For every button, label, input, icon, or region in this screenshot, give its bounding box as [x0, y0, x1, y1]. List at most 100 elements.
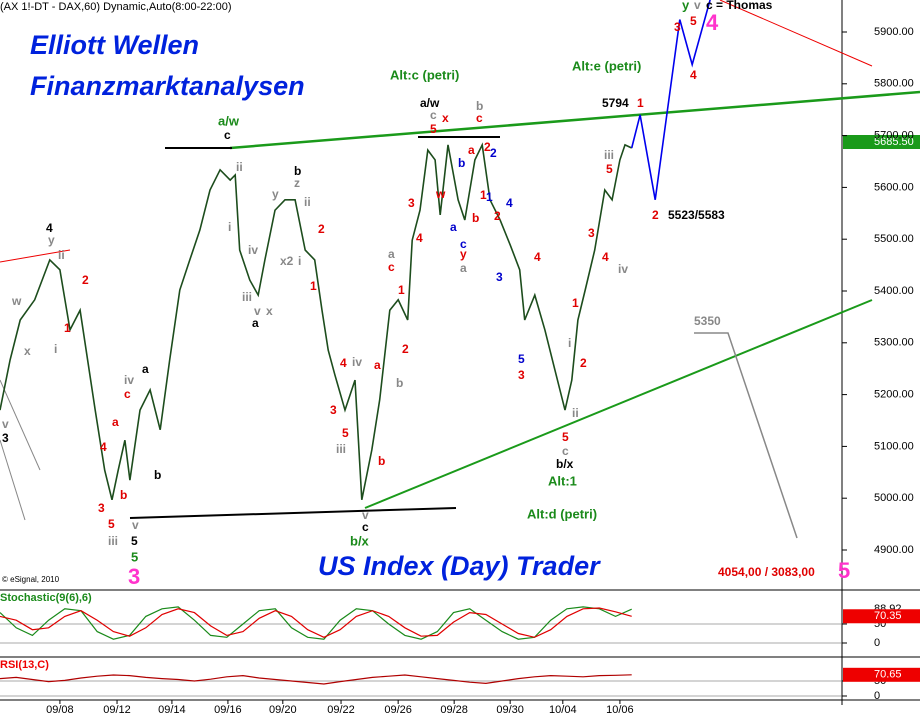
wave-label: iv	[352, 355, 362, 369]
wave-label: 5	[342, 426, 349, 440]
wave-label: iii	[242, 290, 252, 304]
wave-label: 4	[602, 250, 609, 264]
wave-label: a	[450, 220, 457, 234]
wave-label: 1	[310, 279, 317, 293]
x-tick-label: 09/12	[103, 704, 131, 716]
wave-label: 1	[480, 188, 487, 202]
copyright: © eSignal, 2010	[2, 575, 60, 584]
wave-label: Alt:1	[548, 473, 577, 488]
wave-label: 1	[486, 190, 493, 204]
panel-title: RSI(13,C)	[0, 659, 49, 671]
y-tick-label: 5300.00	[874, 337, 914, 349]
brand: US Index (Day) Trader	[318, 551, 601, 581]
wave-label: b	[294, 164, 301, 178]
wave-label: y	[460, 247, 467, 261]
wave-label: c	[388, 260, 395, 274]
wave-label: y	[682, 0, 690, 12]
wave-label: x	[442, 111, 449, 125]
x-tick-label: 09/14	[158, 704, 186, 716]
wave-label: 2	[580, 356, 587, 370]
trend-line	[229, 90, 920, 150]
wave-label: 5	[108, 517, 115, 531]
price-tag: 5685.50	[874, 136, 914, 148]
wave-label: w	[11, 294, 22, 308]
price-tag-box	[843, 135, 920, 149]
wave-label: w	[435, 187, 446, 201]
wave-label: y	[272, 187, 279, 201]
wave-label: 5	[838, 558, 850, 583]
series-line	[630, 0, 711, 200]
trend-line	[0, 439, 26, 521]
y-tick-label: 0	[874, 690, 880, 702]
wave-label: iv	[618, 262, 628, 276]
wave-label: v	[694, 0, 701, 12]
wave-label: 2	[490, 146, 497, 160]
wave-label: 2	[652, 208, 659, 222]
wave-label: 3	[588, 226, 595, 240]
y-tick-label: 5800.00	[874, 78, 914, 90]
title: Elliott Wellen	[30, 30, 199, 60]
wave-label: 4	[534, 250, 541, 264]
wave-label: c	[430, 108, 437, 122]
wave-label: 5794	[602, 96, 629, 110]
x-tick-label: 10/06	[606, 704, 634, 716]
wave-label: a	[388, 247, 395, 261]
x-tick-label: 09/26	[384, 704, 412, 716]
wave-label: b	[472, 211, 479, 225]
wave-label: x	[266, 304, 273, 318]
trend-line	[129, 507, 457, 519]
y-tick-label: 0	[874, 637, 880, 649]
wave-label: a	[112, 415, 119, 429]
x-tick-label: 10/04	[549, 704, 577, 716]
wave-label: 5	[518, 352, 525, 366]
wave-label: 2	[484, 140, 491, 154]
y-tick-label: 5200.00	[874, 389, 914, 401]
series-line	[0, 606, 632, 640]
wave-label: 3	[408, 196, 415, 210]
y-tick-label: 5700.00	[874, 130, 914, 142]
y-tick-label: 5500.00	[874, 233, 914, 245]
x-tick-label: 09/28	[440, 704, 468, 716]
wave-label: 4	[340, 356, 347, 370]
trend-lines	[0, 0, 920, 539]
wave-label: b/x	[350, 533, 370, 548]
wave-label: a/w	[218, 113, 240, 128]
wave-label: a	[252, 316, 259, 330]
trend-line	[364, 299, 873, 509]
value-tag: 70.35	[874, 610, 902, 622]
wave-label: 1	[64, 321, 71, 335]
wave-label: iv	[248, 243, 258, 257]
wave-label: c	[362, 520, 369, 534]
wave-label: iii	[604, 148, 614, 162]
wave-label: b	[476, 99, 483, 113]
wave-label: 5350	[694, 314, 721, 328]
wave-label: c	[562, 444, 569, 458]
wave-label: 3	[496, 270, 503, 284]
wave-label: ii	[304, 195, 311, 209]
trend-line	[719, 0, 873, 67]
wave-label: 5	[606, 162, 613, 176]
wave-label: b	[378, 454, 385, 468]
wave-label: a/w	[420, 96, 440, 110]
wave-label: 5	[690, 14, 697, 28]
wave-label: 5	[131, 534, 138, 548]
wave-label: 2	[318, 222, 325, 236]
x-tick-label: 09/20	[269, 704, 297, 716]
value-tag-box	[843, 667, 920, 682]
wave-label: Alt:c (petri)	[390, 67, 459, 82]
wave-label: v	[2, 417, 9, 431]
wave-label: b/x	[556, 457, 574, 471]
wave-label: 3	[128, 564, 140, 589]
subtitle: Finanzmarktanalysen	[30, 71, 305, 101]
panel-title: Stochastic(9(6),6)	[0, 592, 92, 604]
wave-label: a	[374, 358, 381, 372]
wave-label: c	[124, 387, 131, 401]
wave-label: 2	[494, 209, 501, 223]
wave-label: iii	[108, 534, 118, 548]
wave-label: 2	[402, 342, 409, 356]
wave-label: 3	[518, 368, 525, 382]
x-tick-label: 09/08	[46, 704, 74, 716]
x-tick-label: 09/22	[327, 704, 355, 716]
